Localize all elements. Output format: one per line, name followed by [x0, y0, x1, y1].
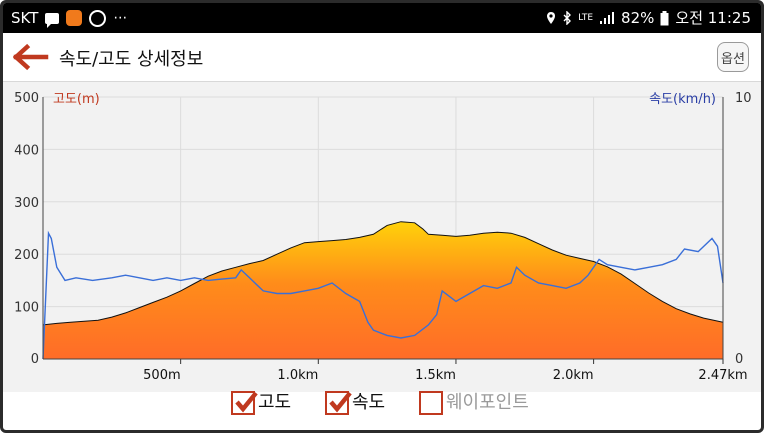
- bluetooth-icon: [563, 11, 572, 25]
- altitude-checkbox[interactable]: [231, 391, 258, 415]
- altitude-line: [42, 221, 724, 326]
- app-icon: [66, 10, 83, 26]
- legend-waypoint-toggle[interactable]: 웨이포인트: [419, 391, 529, 415]
- speed-line: [42, 230, 724, 360]
- x-tick-label: 1.5km: [415, 368, 456, 383]
- legend-speed-label: 속도: [352, 392, 386, 413]
- y-tick-label: 200: [14, 248, 39, 263]
- altitude-axis-label: 고도(m): [53, 92, 100, 107]
- battery-icon: [660, 10, 669, 25]
- y-tick-label: 400: [14, 143, 39, 158]
- back-button[interactable]: [12, 43, 49, 71]
- right-tick-label: 10: [735, 91, 752, 106]
- x-tick-label: 2.0km: [553, 368, 594, 383]
- more-notifications-icon: ⋯: [113, 10, 129, 26]
- y-tick-label: 300: [14, 196, 39, 211]
- status-right: LTE 82% 오전 11:25: [546, 9, 751, 27]
- y-tick-label: 500: [14, 91, 39, 106]
- legend-speed-toggle[interactable]: 속도: [325, 391, 385, 415]
- x-tick-label: 500m: [143, 368, 180, 383]
- page-title: 속도/고도 상세정보: [59, 49, 204, 70]
- speed-checkbox[interactable]: [325, 391, 352, 415]
- app-header: 속도/고도 상세정보 옵션: [3, 33, 761, 82]
- right-tick-label: 0: [735, 352, 743, 367]
- y-tick-label: 0: [31, 352, 39, 367]
- x-tick-label: 2.47km: [698, 368, 747, 383]
- clock: 오전 11:25: [675, 9, 751, 27]
- x-tick-label: 1.0km: [277, 368, 318, 383]
- check-icon: [235, 391, 258, 413]
- waypoint-checkbox[interactable]: [419, 391, 443, 415]
- options-button[interactable]: 옵션: [717, 42, 749, 72]
- location-icon: [547, 12, 556, 24]
- legend-altitude-label: 고도: [258, 392, 292, 413]
- legend-waypoint-label: 웨이포인트: [446, 392, 529, 413]
- status-bar: SKT ⋯ LTE 82%: [3, 3, 761, 33]
- lte-icon: LTE: [578, 12, 594, 23]
- arrow-left-icon: [12, 43, 49, 71]
- check-icon: [329, 391, 352, 413]
- carrier-label: SKT: [11, 9, 39, 27]
- chart-axes: [42, 97, 724, 364]
- altitude-area: [43, 221, 723, 359]
- battery-percent: 82%: [621, 9, 655, 27]
- status-left: SKT ⋯: [11, 9, 129, 28]
- message-icon: [45, 12, 60, 28]
- chart-legend: 고도 속도 웨이포인트: [3, 387, 761, 427]
- legend-altitude-toggle[interactable]: 고도: [231, 391, 291, 415]
- ring-icon: [89, 9, 107, 27]
- signal-icon: [600, 12, 615, 24]
- chart-area: 0 100 200 300 400 500 500m 1.0km 1.5km 2.0km 2.47k…: [3, 82, 761, 392]
- speed-axis-label: 속도(km/h): [649, 92, 716, 107]
- y-tick-label: 100: [14, 301, 39, 316]
